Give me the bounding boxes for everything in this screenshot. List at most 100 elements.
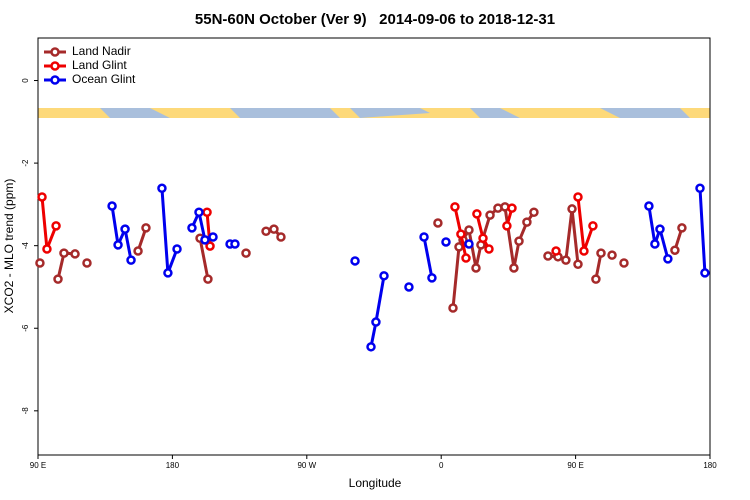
y-axis-label: XCO2 - MLO trend (ppm) <box>2 179 16 314</box>
data-point <box>461 253 471 263</box>
x-tick-label: 90 W <box>297 461 316 470</box>
x-tick-label: 180 <box>703 461 717 470</box>
y-tick-label: -6 <box>21 324 30 332</box>
data-point <box>472 209 482 219</box>
data-point <box>51 221 61 231</box>
data-point <box>619 258 629 268</box>
legend-label: Land Glint <box>72 58 127 72</box>
data-point <box>579 246 589 256</box>
data-point <box>567 204 577 214</box>
data-point <box>404 282 414 292</box>
data-point <box>82 258 92 268</box>
data-point <box>126 255 136 265</box>
data-point <box>509 263 519 273</box>
data-point <box>203 274 213 284</box>
legend-marker <box>50 75 60 85</box>
data-point <box>187 223 197 233</box>
data-point <box>230 239 240 249</box>
x-axis-label: Longitude <box>349 476 402 490</box>
data-point <box>677 223 687 233</box>
data-point <box>241 248 251 258</box>
data-point <box>573 192 583 202</box>
data-point <box>695 183 705 194</box>
data-point <box>561 255 571 265</box>
data-point <box>522 217 532 227</box>
data-point <box>261 226 271 236</box>
data-point <box>502 221 512 231</box>
data-point <box>120 224 130 234</box>
data-point <box>514 236 524 246</box>
legend-label: Ocean Glint <box>72 72 136 86</box>
legend-marker <box>50 61 60 71</box>
data-point <box>205 241 215 251</box>
legend-label: Land Nadir <box>72 44 131 58</box>
data-point <box>371 317 381 327</box>
y-tick-label: -8 <box>21 407 30 415</box>
data-point <box>670 245 680 255</box>
x-tick-label: 180 <box>166 461 180 470</box>
data-point <box>454 242 464 252</box>
data-point <box>588 221 598 231</box>
map-strip <box>38 108 710 118</box>
data-point <box>655 224 665 234</box>
data-point <box>478 233 488 243</box>
data-point <box>37 192 47 202</box>
data-point <box>133 246 143 256</box>
data-point <box>700 268 710 278</box>
data-point <box>379 271 389 281</box>
data-point <box>141 223 151 233</box>
y-tick-label: -4 <box>21 242 30 250</box>
x-tick-label: 0 <box>439 461 444 470</box>
legend-marker <box>50 47 60 57</box>
data-point <box>507 203 517 213</box>
data-point <box>70 249 80 259</box>
data-point <box>419 232 429 242</box>
data-point <box>441 237 451 247</box>
data-point <box>450 202 460 212</box>
data-point <box>484 244 494 254</box>
data-point <box>157 183 167 194</box>
data-point <box>35 258 45 268</box>
data-point <box>573 259 583 270</box>
y-tick-label: 0 <box>21 78 30 83</box>
data-point <box>42 244 52 254</box>
data-point <box>591 274 601 284</box>
data-point <box>644 201 654 211</box>
data-point <box>366 342 376 352</box>
y-tick-label: -2 <box>21 159 30 167</box>
data-point <box>485 210 495 220</box>
data-point <box>596 248 606 258</box>
data-point <box>543 251 553 261</box>
data-point <box>163 268 173 278</box>
data-point <box>269 224 279 234</box>
data-point <box>448 303 458 313</box>
data-point <box>433 218 443 228</box>
data-point <box>53 274 63 284</box>
data-point <box>59 248 69 258</box>
data-point <box>350 256 360 266</box>
data-point <box>529 207 539 217</box>
data-point <box>551 246 561 256</box>
data-point <box>607 250 617 260</box>
data-point <box>464 225 474 235</box>
data-point <box>650 239 660 249</box>
x-tick-label: 90 E <box>567 461 583 470</box>
data-point <box>663 254 673 264</box>
data-point <box>276 232 286 242</box>
plot-frame <box>37 37 711 456</box>
data-point <box>200 235 210 245</box>
data-point <box>471 263 481 273</box>
data-point <box>427 273 437 283</box>
x-tick-label: 90 E <box>30 461 46 470</box>
data-point <box>202 207 212 217</box>
data-point <box>194 207 204 217</box>
data-point <box>107 201 117 211</box>
data-point <box>464 239 474 249</box>
data-point <box>113 240 123 250</box>
chart-title: 55N-60N October (Ver 9) 2014-09-06 to 20… <box>195 11 555 28</box>
data-point <box>208 232 218 242</box>
data-point <box>456 229 466 239</box>
series-line <box>56 205 684 309</box>
data-point <box>172 244 182 254</box>
